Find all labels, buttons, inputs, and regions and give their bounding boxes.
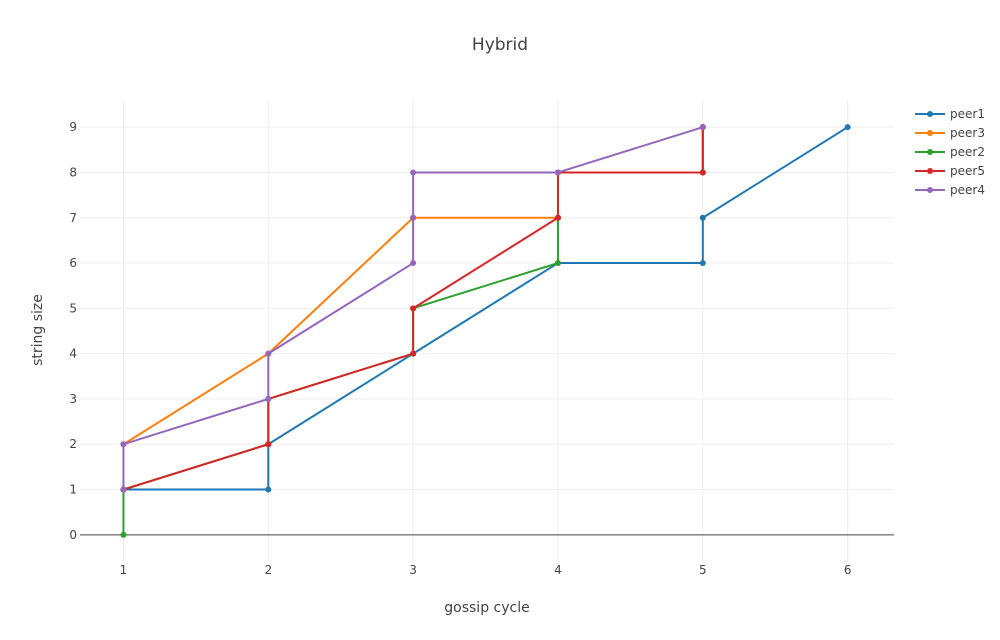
legend-label: peer2 bbox=[950, 145, 985, 159]
legend-label: peer5 bbox=[950, 164, 985, 178]
x-tick-label: 3 bbox=[409, 563, 417, 577]
y-tick-label: 0 bbox=[69, 528, 77, 542]
legend-label: peer1 bbox=[950, 107, 985, 121]
chart-title: Hybrid bbox=[472, 35, 528, 55]
data-point bbox=[699, 169, 706, 176]
data-point bbox=[844, 124, 851, 131]
x-axis-title: gossip cycle bbox=[444, 600, 529, 616]
data-point bbox=[410, 350, 417, 357]
series-peer4 bbox=[120, 124, 706, 493]
x-tick-label: 6 bbox=[844, 563, 852, 577]
y-tick-label: 1 bbox=[69, 483, 77, 497]
data-point bbox=[410, 305, 417, 312]
x-tick-label: 5 bbox=[699, 563, 707, 577]
grid bbox=[80, 100, 894, 562]
data-point bbox=[265, 395, 272, 402]
x-tick-label: 2 bbox=[264, 563, 272, 577]
data-point bbox=[699, 214, 706, 221]
legend-swatch-marker bbox=[927, 187, 933, 193]
series-line-peer1 bbox=[123, 126, 849, 491]
legend-swatch-marker bbox=[927, 149, 933, 155]
y-tick-label: 4 bbox=[69, 347, 77, 361]
data-point bbox=[120, 486, 127, 493]
data-point bbox=[554, 169, 561, 176]
y-tick-label: 9 bbox=[69, 120, 77, 134]
data-point bbox=[699, 124, 706, 131]
data-point bbox=[265, 350, 272, 357]
y-tick-label: 5 bbox=[69, 301, 77, 315]
legend-swatch-marker bbox=[927, 130, 933, 136]
x-tick-label: 4 bbox=[554, 563, 562, 577]
data-point bbox=[120, 441, 127, 448]
legend-item-peer2[interactable]: peer2 bbox=[915, 145, 985, 159]
data-point bbox=[699, 260, 706, 267]
legend-label: peer3 bbox=[950, 126, 985, 140]
y-tick-label: 8 bbox=[69, 165, 77, 179]
y-tick-label: 6 bbox=[69, 256, 77, 270]
legend-swatch-marker bbox=[927, 168, 933, 174]
series-layer bbox=[120, 124, 851, 538]
data-point bbox=[410, 260, 417, 267]
data-point bbox=[265, 441, 272, 448]
legend-item-peer5[interactable]: peer5 bbox=[915, 164, 985, 178]
data-point bbox=[410, 214, 417, 221]
data-point bbox=[554, 260, 561, 267]
data-point bbox=[120, 531, 127, 538]
legend: peer1 peer3 peer2 peer5 peer4 bbox=[915, 107, 985, 197]
data-point bbox=[554, 214, 561, 221]
data-point bbox=[265, 486, 272, 493]
y-tick-label: 7 bbox=[69, 211, 77, 225]
legend-item-peer1[interactable]: peer1 bbox=[915, 107, 985, 121]
y-tick-label: 3 bbox=[69, 392, 77, 406]
legend-label: peer4 bbox=[950, 183, 985, 197]
y-axis-title: string size bbox=[30, 294, 46, 366]
legend-item-peer3[interactable]: peer3 bbox=[915, 126, 985, 140]
y-tick-label: 2 bbox=[69, 437, 77, 451]
x-tick-label: 1 bbox=[120, 563, 128, 577]
legend-item-peer4[interactable]: peer4 bbox=[915, 183, 985, 197]
legend-swatch-marker bbox=[927, 111, 933, 117]
axes: 1 2 3 4 5 6 0 1 2 3 4 5 6 7 8 9 bbox=[69, 120, 894, 577]
data-point bbox=[410, 169, 417, 176]
